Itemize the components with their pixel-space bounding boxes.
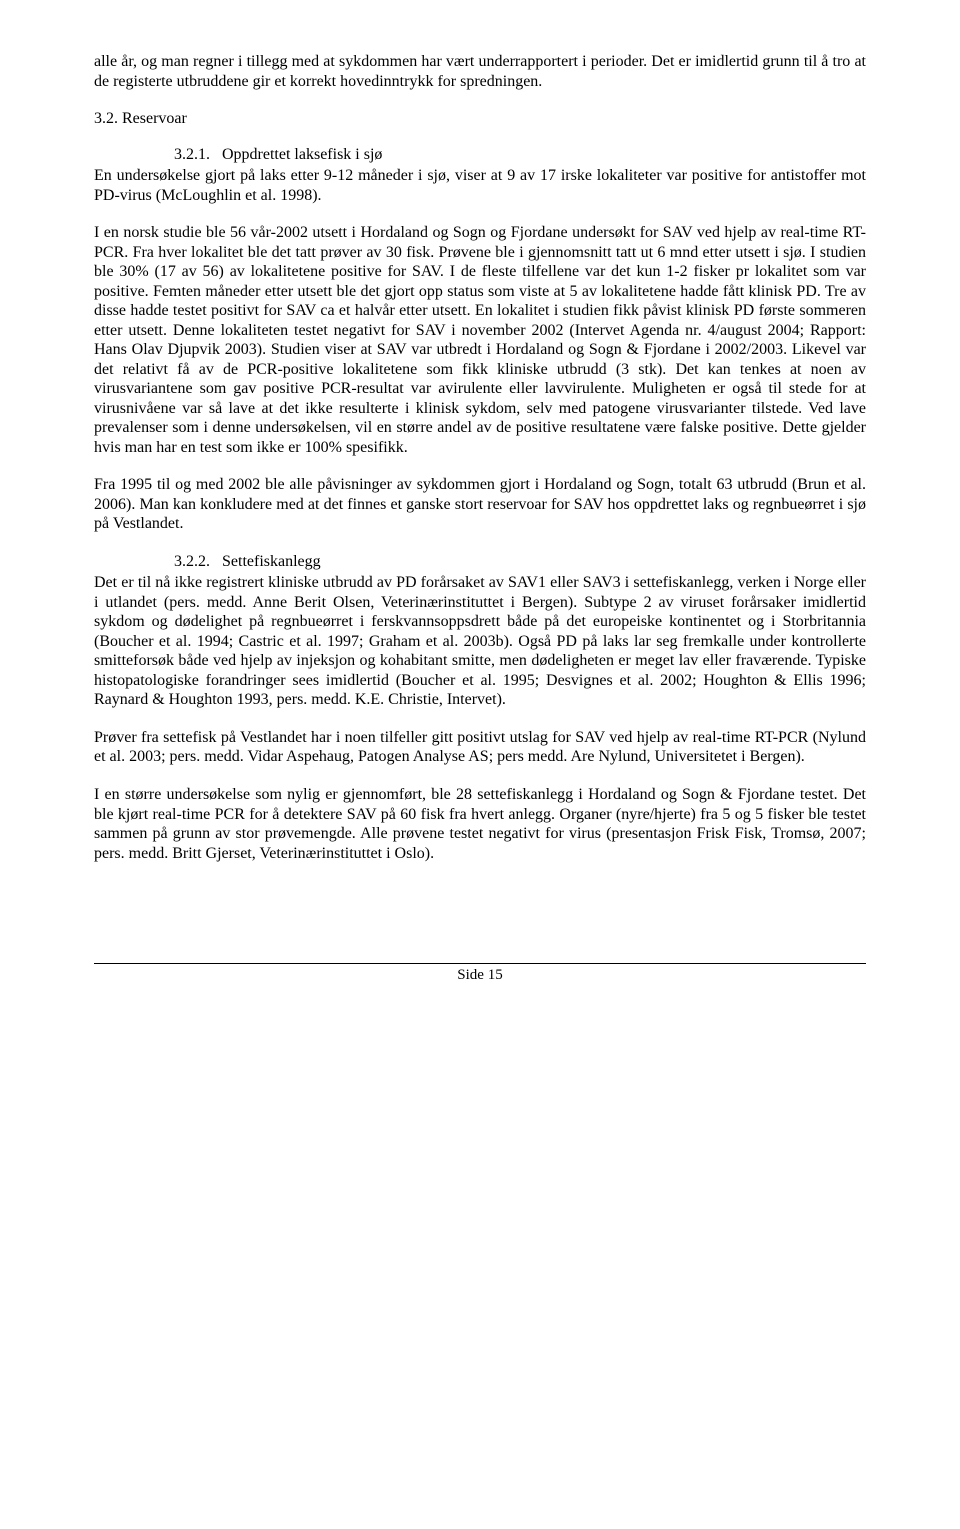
paragraph-321-b: I en norsk studie ble 56 vår-2002 utsett… xyxy=(94,223,866,457)
paragraph-321-c: Fra 1995 til og med 2002 ble alle påvisn… xyxy=(94,475,866,534)
page-number: Side 15 xyxy=(457,967,502,983)
paragraph-intro: alle år, og man regner i tillegg med at … xyxy=(94,52,866,91)
footer-divider xyxy=(94,963,866,964)
section-3-2-1-number: 3.2.1. xyxy=(174,145,210,165)
paragraph-322-b: Prøver fra settefisk på Vestlandet har i… xyxy=(94,728,866,767)
section-3-2-number: 3.2. xyxy=(94,110,118,127)
section-3-2-1-title: Oppdrettet laksefisk i sjø xyxy=(214,146,382,163)
page-footer: Side 15 xyxy=(94,963,866,984)
section-3-2-1-heading: 3.2.1. Oppdrettet laksefisk i sjø xyxy=(94,145,866,165)
section-3-2-2-heading: 3.2.2. Settefiskanlegg xyxy=(94,552,866,572)
paragraph-322-a: Det er til nå ikke registrert kliniske u… xyxy=(94,573,866,710)
section-3-2-2-title: Settefiskanlegg xyxy=(214,553,321,570)
paragraph-321-a: En undersøkelse gjort på laks etter 9-12… xyxy=(94,166,866,205)
paragraph-322-c: I en større undersøkelse som nylig er gj… xyxy=(94,785,866,863)
section-3-2-title: Reservoar xyxy=(122,110,187,127)
section-3-2-heading: 3.2. Reservoar xyxy=(94,109,866,129)
section-3-2-2-number: 3.2.2. xyxy=(174,552,210,572)
